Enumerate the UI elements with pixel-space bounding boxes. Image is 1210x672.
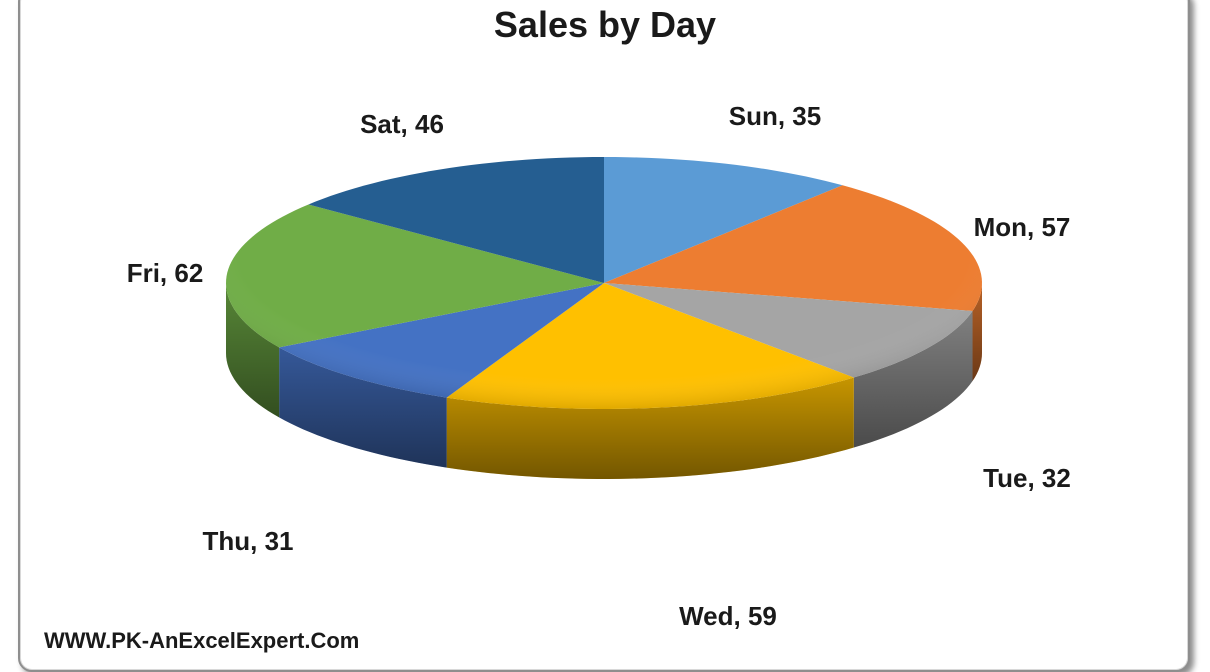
pie-side-shading bbox=[972, 283, 982, 382]
data-label-wed: Wed, 59 bbox=[679, 601, 777, 631]
data-label-mon: Mon, 57 bbox=[974, 212, 1071, 242]
pie-side-shading bbox=[226, 283, 280, 418]
data-label-fri: Fri, 62 bbox=[127, 258, 204, 288]
watermark-text: WWW.PK-AnExcelExpert.Com bbox=[44, 628, 360, 653]
data-label-tue: Tue, 32 bbox=[983, 463, 1071, 493]
pie-side-shading bbox=[446, 377, 854, 479]
pie-side-shading bbox=[853, 311, 973, 448]
chart-title: Sales by Day bbox=[493, 4, 717, 45]
data-label-thu: Thu, 31 bbox=[202, 526, 293, 556]
data-label-sun: Sun, 35 bbox=[729, 101, 821, 131]
data-label-sat: Sat, 46 bbox=[360, 109, 444, 139]
pie-top-shading bbox=[226, 157, 982, 409]
pie-side-shading bbox=[279, 347, 447, 468]
pie-chart: Sun, 35 Mon, 57 Tue, 32 Wed, 59 Thu, 31 Fri, … bbox=[127, 101, 1071, 631]
